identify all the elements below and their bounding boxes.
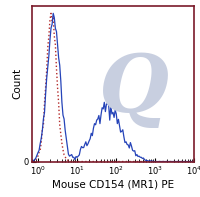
Y-axis label: Count: Count [13,68,23,99]
X-axis label: Mouse CD154 (MR1) PE: Mouse CD154 (MR1) PE [52,179,174,190]
Text: Q: Q [99,51,169,129]
